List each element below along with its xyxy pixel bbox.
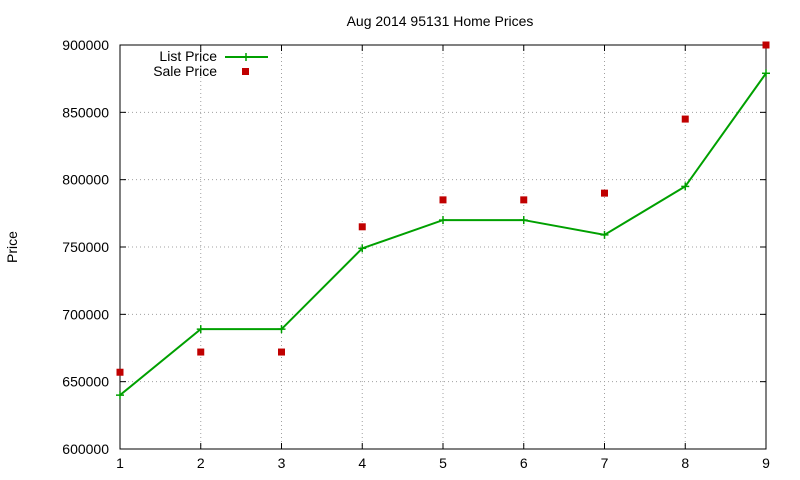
x-tick-label: 6 bbox=[520, 455, 528, 471]
point-list-price bbox=[439, 216, 447, 225]
x-tick-label: 7 bbox=[601, 455, 609, 471]
y-axis-label: Price bbox=[4, 231, 20, 263]
x-tick-label: 9 bbox=[762, 455, 770, 471]
series bbox=[116, 41, 770, 400]
x-tick-label: 4 bbox=[358, 455, 366, 471]
x-tick-label: 2 bbox=[197, 455, 205, 471]
point-sale-price bbox=[278, 348, 285, 356]
y-tick-label: 600000 bbox=[62, 441, 109, 457]
point-sale-price bbox=[439, 196, 447, 204]
y-tick-label: 800000 bbox=[62, 172, 109, 188]
point-list-price bbox=[762, 69, 770, 78]
axes: 1 2 3 4 5 6 7 8 9 600000 650000 700000 750000 800000 8… bbox=[62, 37, 770, 471]
point-list-price bbox=[116, 391, 124, 400]
point-sale-price bbox=[681, 115, 689, 123]
point-list-price bbox=[519, 216, 528, 225]
point-sale-price bbox=[358, 223, 366, 231]
legend-label-list-price: List Price bbox=[159, 48, 217, 64]
point-sale-price bbox=[197, 348, 205, 356]
point-sale-price bbox=[762, 41, 770, 49]
x-tick-label: 3 bbox=[278, 455, 286, 471]
x-tick-label: 8 bbox=[681, 455, 689, 471]
point-list-price bbox=[196, 325, 205, 334]
x-tick-label: 1 bbox=[116, 455, 124, 471]
y-tick-label: 700000 bbox=[62, 306, 109, 322]
point-list-price bbox=[277, 325, 286, 334]
y-tick-label: 850000 bbox=[62, 104, 109, 120]
grid bbox=[120, 45, 766, 449]
legend-marker-list-price bbox=[242, 53, 250, 61]
point-sale-price bbox=[520, 196, 528, 204]
point-sale-price bbox=[116, 368, 124, 376]
point-list-price bbox=[600, 230, 609, 239]
y-tick-label: 900000 bbox=[62, 37, 109, 53]
legend: List Price Sale Price bbox=[153, 48, 268, 79]
y-tick-label: 750000 bbox=[62, 239, 109, 255]
point-list-price bbox=[358, 244, 367, 253]
point-sale-price bbox=[601, 189, 608, 197]
point-list-price bbox=[681, 182, 690, 191]
legend-marker-sale-price bbox=[242, 68, 249, 75]
legend-label-sale-price: Sale Price bbox=[153, 63, 217, 79]
chart-title: Aug 2014 95131 Home Prices bbox=[347, 13, 534, 29]
y-tick-label: 650000 bbox=[62, 374, 109, 390]
x-tick-label: 5 bbox=[439, 455, 447, 471]
